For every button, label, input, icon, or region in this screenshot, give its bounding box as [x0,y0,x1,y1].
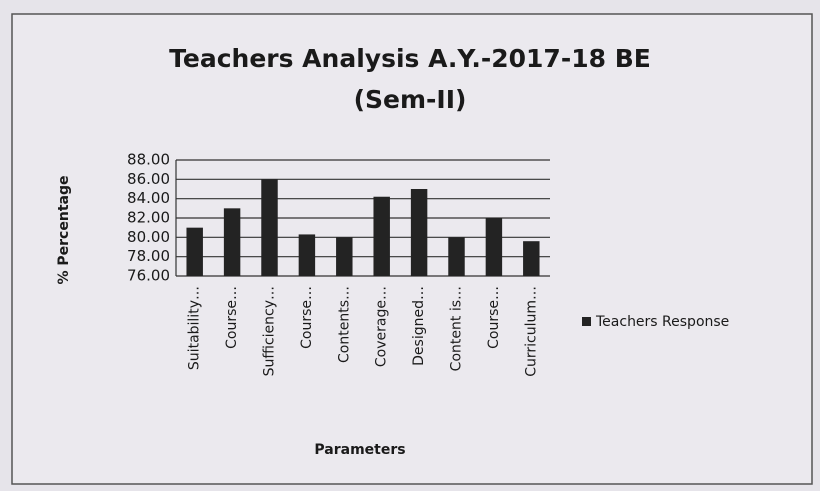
x-tick-label: Curriculum… [523,286,539,377]
x-tick-label: Designed… [411,286,427,366]
y-tick-label: 84.00 [127,189,170,207]
legend-swatch [582,317,591,326]
y-tick-label: 78.00 [127,247,170,265]
y-tick-label: 88.00 [127,151,170,169]
x-tick-label: Suitability… [187,286,203,370]
x-tick-label: Coverage… [374,286,390,367]
y-tick-label: 76.00 [127,267,170,285]
x-tick-label: Content is… [449,286,465,371]
y-axis-title: % Percentage [56,176,72,285]
x-tick-label: Course… [486,286,502,349]
bar [485,218,503,276]
x-tick-label: Course… [299,286,315,349]
chart-subtitle: (Sem-II) [354,85,467,114]
bar [336,237,353,276]
x-tick-label: Sufficiency… [262,286,278,376]
x-tick-label: Course… [224,286,240,349]
legend-label: Teachers Response [595,314,729,330]
bar [186,227,203,276]
y-tick-label: 82.00 [127,209,170,227]
x-tick-label: Contents… [336,286,352,363]
bar [261,179,278,276]
y-tick-label: 86.00 [127,170,170,188]
x-axis-title: Parameters [314,442,405,458]
bar [410,189,428,276]
bar [448,237,465,276]
bar [373,196,390,276]
chart-title: Teachers Analysis A.Y.-2017-18 BE [169,44,651,73]
bar [523,241,540,276]
bar [298,234,316,276]
y-tick-label: 80.00 [127,228,170,246]
bar [223,208,241,276]
